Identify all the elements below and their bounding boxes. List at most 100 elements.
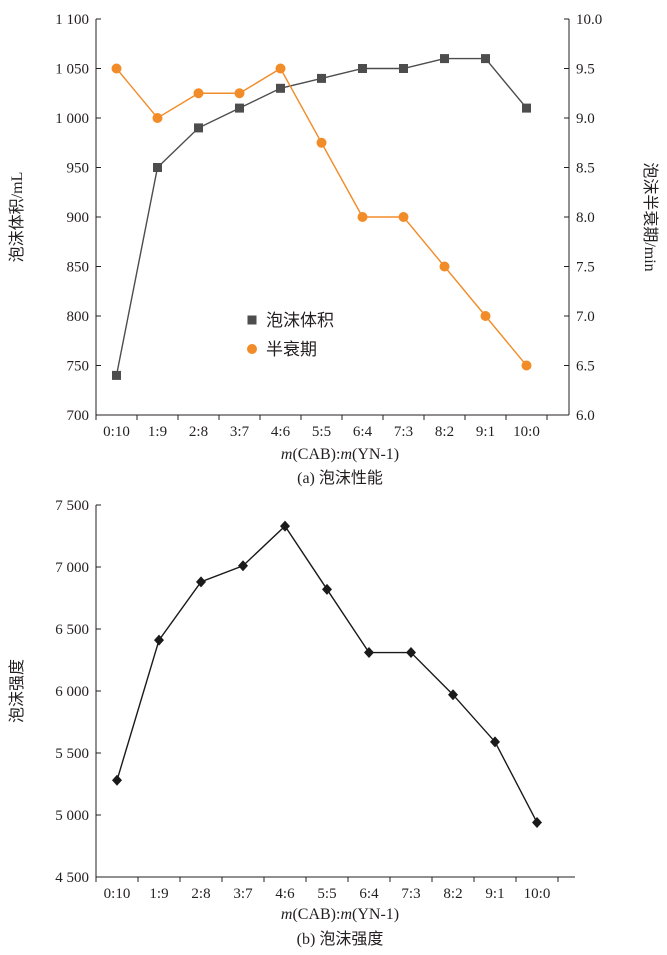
y-right-tick-label: 8.5 [576,161,595,177]
x-tick-label: 1:9 [148,424,167,440]
data-point-half-life [234,88,245,99]
y-tick-label: 1 000 [55,111,89,127]
series-line-0 [116,525,538,823]
x-tick-label: 6:4 [353,424,373,440]
x-axis-label: m(CAB):m(YN-1) [281,906,399,923]
data-point-volume [399,64,408,73]
x-tick-label: 3:7 [230,424,250,440]
data-point-volume [440,54,449,64]
y-right-tick-label: 10.0 [576,12,602,28]
data-point-half-life [357,212,368,222]
x-tick-label: 2:8 [191,886,210,902]
data-point-strength [448,689,458,701]
data-point-strength [154,634,164,646]
y-tick-label: 4 500 [55,870,89,886]
y-tick-label: 900 [67,210,90,226]
y-tick-label: 800 [67,309,90,325]
y-tick-label: 1 050 [55,62,89,78]
y-right-tick-label: 6.5 [576,359,595,375]
data-point-strength [532,816,542,828]
x-tick-label: 7:3 [394,424,413,440]
y-tick-label: 5 000 [55,808,89,824]
y-axis-label: 泡沫强度 [8,659,26,723]
x-tick-label: 5:5 [312,424,331,440]
chart-caption: (a) 泡沫性能 [297,469,383,487]
legend-marker-circle [247,344,257,354]
x-tick-label: 10:0 [524,886,551,902]
x-axis-label: m(CAB):m(YN-1) [281,446,399,463]
data-point-half-life [480,311,491,321]
data-point-half-life [398,212,409,222]
data-point-volume [153,163,162,172]
x-tick-label: 2:8 [189,424,208,440]
y-tick-label: 750 [67,359,90,375]
y-tick-label: 7 500 [55,498,89,514]
y-right-tick-label: 7.5 [576,260,595,276]
legend-label: 泡沫体积 [266,311,334,330]
y-tick-label: 5 500 [55,746,89,762]
data-point-volume [276,83,285,93]
y-right-tick-label: 9.5 [576,62,595,78]
x-axis-label-part: m [281,906,293,923]
x-tick-label: 0:10 [104,886,131,902]
data-point-half-life [521,360,532,371]
y-tick-label: 850 [67,260,90,276]
data-point-strength [364,647,374,659]
x-axis-label-part: m [340,906,352,923]
data-point-half-life [193,88,204,99]
y-right-tick-label: 9.0 [576,111,595,127]
data-point-strength [322,583,332,595]
chart-b-foam-strength: 4 500 5 000 5 500 6 000 6 500 7 000 7 500 0:10 1… [8,498,575,948]
y-right-tick-label: 7.0 [576,309,595,325]
x-tick-label: 1:9 [149,886,168,902]
x-tick-label: 4:6 [271,424,291,440]
data-point-strength [196,576,206,588]
x-axis-label-part: m [281,446,293,463]
y-axis-label: 泡沫体积/mL [8,172,26,263]
x-tick-label: 0:10 [103,424,130,440]
y-tick-label: 7 000 [55,560,89,576]
y-right-tick-label: 6.0 [576,408,595,424]
y-tick-label: 6 000 [55,684,89,700]
x-tick-label: 8:2 [435,424,454,440]
x-tick-label: 7:3 [401,886,420,902]
x-tick-label: 9:1 [485,886,504,902]
x-tick-label: 3:7 [233,886,253,902]
chart-a-foam-performance: 700 750 800 850 900 950 1 000 1 050 1 100 6.0 6.5 7… [8,12,659,487]
x-tick-label: 10:0 [513,424,540,440]
data-point-strength [406,647,416,659]
data-point-strength [280,520,290,532]
data-point-half-life [275,63,286,74]
x-tick-label: 5:5 [317,886,336,902]
x-axis-label-part: (YN-1) [352,906,399,923]
y-tick-label: 700 [67,408,90,424]
x-tick-label: 8:2 [443,886,462,902]
data-point-volume [317,73,326,83]
data-point-volume [481,54,490,64]
x-tick-label: 6:4 [359,886,379,902]
data-point-strength [112,774,122,786]
data-point-half-life [316,137,327,148]
data-point-volume [235,103,244,113]
y-axis-label-right: 泡沫半衰期/min [641,162,659,271]
legend-label: 半衰期 [266,340,317,359]
data-point-volume [358,64,367,73]
chart-caption: (b) 泡沫强度 [297,930,384,948]
data-point-strength [238,560,248,572]
x-axis-label-part: m [340,446,352,463]
y-tick-label: 950 [67,161,90,177]
data-point-strength [490,736,500,748]
y-tick-label: 6 500 [55,622,89,638]
x-tick-label: 9:1 [476,424,495,440]
x-axis-label-part: (YN-1) [352,446,399,463]
data-point-half-life [152,113,163,123]
y-right-tick-label: 8.0 [576,210,595,226]
data-point-volume [522,103,531,113]
data-point-volume [194,123,203,133]
legend-marker-square [247,315,257,325]
data-point-half-life [111,63,122,74]
data-point-volume [112,370,121,380]
y-tick-label: 1 100 [55,12,89,28]
data-point-half-life [439,261,450,272]
